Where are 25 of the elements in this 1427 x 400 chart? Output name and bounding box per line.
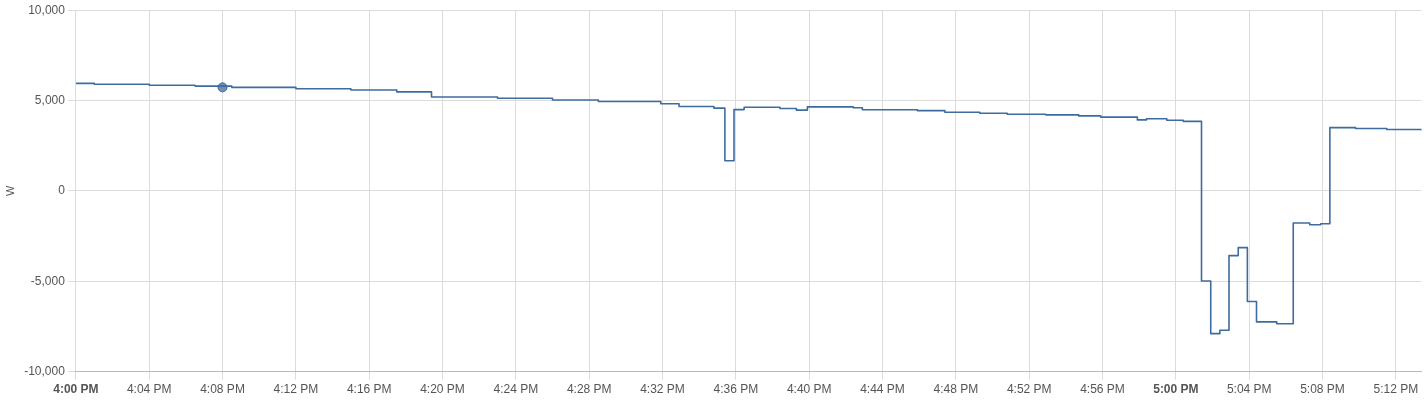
y-axis-title: W bbox=[3, 185, 16, 197]
x-tick-label: 4:00 PM bbox=[53, 382, 99, 397]
x-tick-label: 4:44 PM bbox=[860, 382, 905, 397]
y-tick-label: -10,000 bbox=[24, 363, 66, 378]
x-tick-label: 4:12 PM bbox=[273, 382, 319, 397]
x-tick-label: 5:08 PM bbox=[1300, 382, 1345, 397]
y-tick-label: 0 bbox=[58, 183, 66, 198]
x-tick-label: 4:32 PM bbox=[640, 382, 685, 397]
x-tick-label: 4:24 PM bbox=[493, 382, 539, 397]
x-tick-label: 5:00 PM bbox=[1153, 382, 1199, 397]
x-tick-label: 4:28 PM bbox=[566, 382, 612, 397]
y-tick-label: 10,000 bbox=[28, 2, 66, 17]
y-tick-label: 5,000 bbox=[34, 92, 66, 107]
x-tick-label: 4:36 PM bbox=[713, 382, 759, 397]
x-tick-label: 4:52 PM bbox=[1006, 382, 1052, 397]
x-tick-label: 4:56 PM bbox=[1080, 382, 1125, 397]
x-tick-label: 5:12 PM bbox=[1373, 382, 1419, 397]
x-tick-label: 4:16 PM bbox=[346, 382, 392, 397]
x-tick-label: 4:40 PM bbox=[786, 382, 832, 397]
y-tick-label: -5,000 bbox=[30, 273, 66, 288]
x-tick-label: 4:04 PM bbox=[126, 382, 172, 397]
x-tick-label: 4:08 PM bbox=[200, 382, 245, 397]
x-tick-label: 4:48 PM bbox=[933, 382, 979, 397]
x-tick-label: 5:04 PM bbox=[1226, 382, 1272, 397]
x-tick-label: 4:20 PM bbox=[420, 382, 465, 397]
